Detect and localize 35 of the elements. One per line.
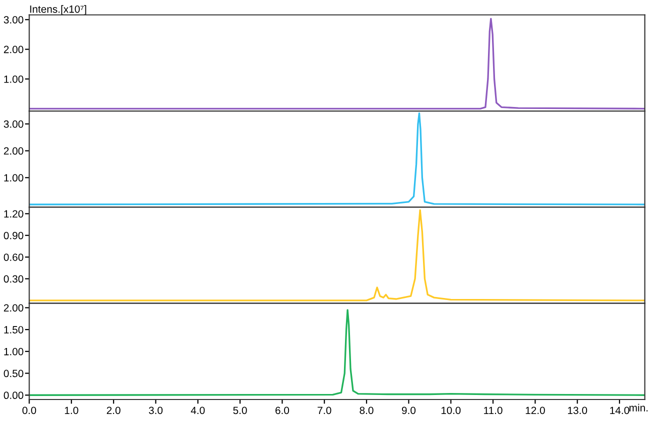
x-tick-label: 4.0 — [190, 406, 205, 414]
y-tick-label: 1.00 — [4, 348, 24, 356]
x-tick-label: 5.0 — [233, 406, 247, 414]
x-tick-label: 13.0 — [568, 406, 588, 414]
line-series — [29, 209, 645, 302]
x-tick-label: 12.0 — [526, 406, 545, 414]
y-tick-label: 0.90 — [4, 232, 24, 240]
y-tick-label: 2.00 — [4, 46, 24, 54]
y-tick-label: 0.30 — [4, 275, 24, 283]
y-tick-label: 3.00 — [4, 16, 24, 24]
x-tick-label: 0.0 — [22, 406, 36, 414]
x-tick-label: 1.0 — [64, 406, 78, 414]
x-tick-label: 9.0 — [402, 406, 416, 414]
y-tick-label: 3.00 — [4, 120, 24, 128]
y-tick-label: 0.50 — [4, 370, 24, 378]
x-tick-label: 7.0 — [318, 406, 332, 414]
x-tick-label: 10.0 — [442, 406, 461, 414]
x-tick-label: 2.0 — [106, 406, 120, 414]
y-tick-label: 1.00 — [4, 75, 24, 83]
y-tick-label: 1.50 — [4, 326, 24, 334]
x-tick-label: 14.0 — [610, 406, 630, 414]
y-tick-label: 2.00 — [4, 147, 24, 155]
line-series — [29, 18, 645, 110]
y-tick-label: 0.60 — [4, 254, 24, 261]
line-series — [29, 309, 645, 396]
y-tick-label: 0.00 — [4, 392, 24, 400]
y-tick-label: 2.00 — [4, 304, 24, 312]
x-axis-title: min. — [630, 404, 648, 412]
x-tick-label: 8.0 — [360, 406, 374, 414]
x-tick-label: 3.0 — [148, 406, 163, 414]
x-tick-label: 11.0 — [484, 406, 502, 414]
x-tick-label: 6.0 — [276, 406, 290, 414]
y-tick-label: 1.00 — [4, 174, 24, 182]
y-tick-label: 1.20 — [4, 210, 24, 218]
y-axis-title: Intens.[x10⁷] — [30, 5, 86, 15]
